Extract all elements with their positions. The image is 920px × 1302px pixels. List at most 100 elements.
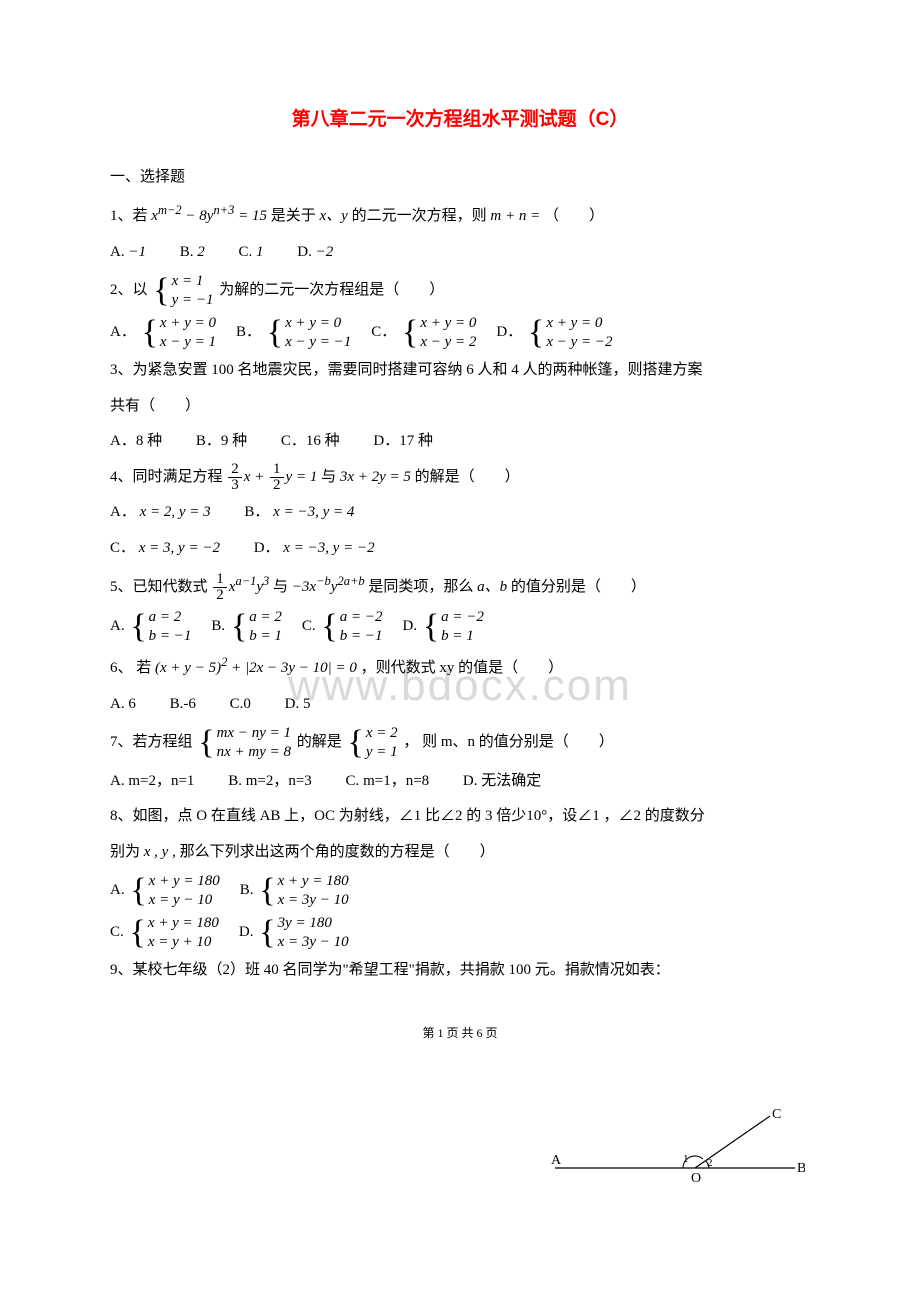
question-4: 4、同时满足方程 23x + 12y = 1 与 3x + 2y = 5 的解是…	[110, 462, 810, 494]
q5-s4: 2a+b	[337, 574, 364, 588]
q5-s3: −b	[316, 574, 331, 588]
q2-a-r2: x − y = 1	[160, 333, 216, 352]
q5-c-r2: b = −1	[340, 627, 383, 646]
q2-sys-r2: y = −1	[172, 291, 214, 310]
q5-options: A. { a = 2 b = −1 B. { a = 2 b = 1 C. { …	[110, 608, 810, 646]
q5-a-r2: b = −1	[149, 627, 192, 646]
q1-post2: 的二元一次方程，则	[352, 208, 487, 224]
q4-mid2: y = 1	[286, 469, 318, 485]
q1-opt-c: 1	[256, 244, 264, 260]
q1-mid: − 8y	[182, 208, 214, 224]
q3-options: A．8 种 B．9 种 C．16 种 D．17 种	[110, 426, 810, 458]
q1-math-x: x	[151, 208, 158, 224]
q3-opt-d: 17 种	[399, 433, 433, 449]
q1-sup1: m−2	[158, 203, 182, 217]
question-8-line1: 8、如图，点 O 在直线 AB 上，OC 为射线，∠1 比∠2 的 3 倍少10…	[110, 801, 810, 833]
question-3-line2: 共有（ ）	[110, 391, 810, 423]
q8-options-row1: A. { x + y = 180 x = y − 10 B. { x + y =…	[110, 872, 530, 910]
q7-opt-c: m=1，n=8	[363, 773, 429, 789]
diagram-label-c: C	[772, 1108, 781, 1122]
q7-post: ， 则 m、n 的值分别是（ ）	[403, 735, 613, 751]
q5-d-r1: a = −2	[441, 608, 484, 627]
question-3-line1: 3、为紧急安置 100 名地震灾民，需要同时搭建可容纳 6 人和 4 人的两种帐…	[110, 355, 810, 387]
q4-f1d: 3	[228, 478, 242, 493]
q5-pre: 5、已知代数式	[110, 579, 208, 595]
q1-pre: 1、若	[110, 208, 148, 224]
diagram-angle-2: 2	[707, 1157, 713, 1169]
q5-fn: 1	[213, 572, 227, 588]
q1-eq: = 15	[234, 208, 267, 224]
q4-opt-a: x = 2, y = 3	[140, 504, 211, 520]
q2-c-r2: x − y = 2	[420, 333, 476, 352]
page-title: 第八章二元一次方程组水平测试题（C）	[110, 100, 810, 140]
q1-post: 是关于	[271, 208, 316, 224]
q5-b-r2: b = 1	[249, 627, 282, 646]
q3-opt-a: 8 种	[136, 433, 162, 449]
q1-sup2: n+3	[213, 203, 234, 217]
q6-opt-a: 6	[128, 696, 136, 712]
q5-b-r1: a = 2	[249, 608, 282, 627]
page-footer: 第 1 页 共 6 页	[110, 1021, 810, 1046]
q6-options: A. 6 B.-6 C.0 D. 5	[110, 689, 810, 721]
q4-and: 与	[321, 469, 336, 485]
q8-l2-pre: 别为	[110, 844, 140, 860]
q8-c-r1: x + y = 180	[148, 914, 219, 933]
q2-system: { x = 1 y = −1	[153, 272, 213, 310]
q5-post2: 的值分别是（ ）	[511, 579, 646, 595]
q4-f2n: 1	[270, 462, 284, 478]
q6-pre: 6、 若	[110, 660, 151, 676]
q7-options: A. m=2，n=1 B. m=2，n=3 C. m=1，n=8 D. 无法确定	[110, 766, 810, 798]
q5-s1: a−1	[235, 574, 256, 588]
q4-options-row1: A． x = 2, y = 3 B． x = −3, y = 4	[110, 497, 810, 529]
q4-mid1: x +	[244, 469, 268, 485]
q2-post: 为解的二元一次方程组是（ ）	[219, 283, 444, 299]
q2-c-r1: x + y = 0	[420, 314, 476, 333]
q2-b-r2: x − y = −1	[285, 333, 351, 352]
q6-opt-b: -6	[183, 696, 196, 712]
q7-s2-r2: y = 1	[366, 743, 398, 762]
diagram-angle-1: 1	[683, 1153, 689, 1165]
q2-options: A． { x + y = 0 x − y = 1 B． { x + y = 0 …	[110, 314, 810, 352]
q5-a-r1: a = 2	[149, 608, 192, 627]
q7-opt-a: m=2，n=1	[128, 773, 194, 789]
q6-mid: + |2x − 3y − 10| = 0	[227, 660, 357, 676]
q1-options: A. −1 B. 2 C. 1 D. −2	[110, 237, 810, 269]
q1-sum: m + n =	[490, 208, 540, 224]
q7-s2-r1: x = 2	[366, 724, 398, 743]
q6-post: ，则代数式 xy 的值是（ ）	[361, 660, 564, 676]
q6-expr: (x + y − 5)	[155, 660, 221, 676]
q5-vars: a、b	[477, 579, 507, 595]
diagram-label-b: B	[797, 1161, 805, 1176]
q4-post: 的解是（ ）	[415, 469, 520, 485]
q4-f2d: 2	[270, 478, 284, 493]
q4-pre: 4、同时满足方程	[110, 469, 223, 485]
q8-d-r2: x = 3y − 10	[278, 933, 349, 952]
q5-post: 是同类项，那么	[368, 579, 473, 595]
q4-options-row2: C． x = 3, y = −2 D． x = −3, y = −2	[110, 533, 810, 565]
question-2: 2、以 { x = 1 y = −1 为解的二元一次方程组是（ ）	[110, 272, 810, 310]
q2-a-r1: x + y = 0	[160, 314, 216, 333]
q7-opt-b: m=2，n=3	[246, 773, 312, 789]
q5-s2: 3	[263, 574, 269, 588]
q5-fd: 2	[213, 588, 227, 603]
q2-b-r1: x + y = 0	[285, 314, 351, 333]
q2-d-r1: x + y = 0	[546, 314, 612, 333]
q4-opt-d: x = −3, y = −2	[283, 540, 374, 556]
q1-vars: x、y	[320, 208, 348, 224]
diagram-label-o: O	[691, 1171, 701, 1186]
q3-opt-b: 9 种	[221, 433, 247, 449]
q8-c-r2: x = y + 10	[148, 933, 219, 952]
q7-mid: 的解是	[297, 735, 342, 751]
question-9: 9、某校七年级（2）班 40 名同学为"希望工程"捐款，共捐款 100 元。捐款…	[110, 955, 810, 987]
q8-diagram: A B C O 1 2	[545, 1108, 805, 1198]
question-6: 6、 若 (x + y − 5)2 + |2x − 3y − 10| = 0 ，…	[110, 649, 810, 685]
q8-options-row2: C. { x + y = 180 x = y + 10 D. { 3y = 18…	[110, 914, 530, 952]
q2-pre: 2、以	[110, 283, 148, 299]
q5-and: 与	[273, 579, 288, 595]
q6-opt-c: 0	[243, 696, 251, 712]
q7-s1-r2: nx + my = 8	[217, 743, 291, 762]
q4-opt-c: x = 3, y = −2	[139, 540, 220, 556]
q7-opt-d: 无法确定	[481, 773, 541, 789]
q1-paren: （ ）	[544, 208, 604, 224]
q5-c-r1: a = −2	[340, 608, 383, 627]
